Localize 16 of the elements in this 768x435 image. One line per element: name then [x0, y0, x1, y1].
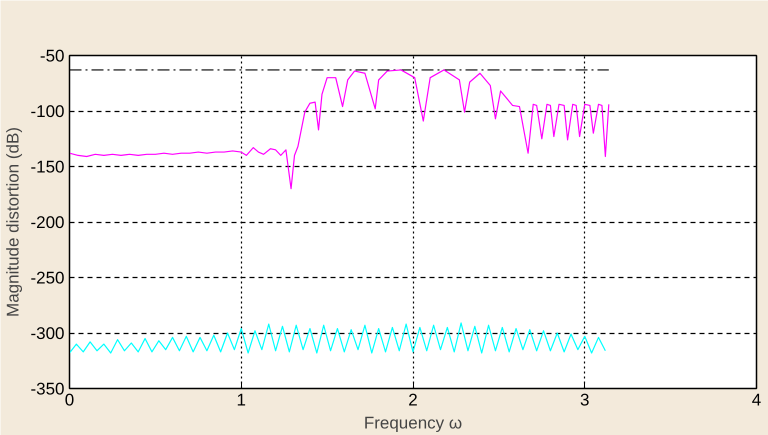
x-tick-label: 2 [408, 390, 418, 410]
x-tick-label: 3 [580, 390, 590, 410]
y-tick-label: -100 [30, 102, 65, 121]
x-tick-label: 4 [752, 390, 762, 410]
x-tick-label: 1 [236, 390, 246, 410]
y-tick-label: -350 [30, 380, 65, 398]
line-series [70, 322, 606, 354]
y-tick-label: -50 [40, 46, 65, 66]
line-series [70, 69, 610, 190]
x-tick-label: 0 [64, 390, 74, 410]
y-tick-label: -150 [30, 158, 65, 176]
y-tick-label: -250 [30, 268, 65, 288]
y-tick-label: -300 [30, 324, 65, 343]
x-axis-title: Frequency ω [364, 414, 462, 432]
y-tick-label: -200 [30, 213, 65, 232]
y-axis-title: Magnitude distortion (dB) [3, 127, 22, 317]
